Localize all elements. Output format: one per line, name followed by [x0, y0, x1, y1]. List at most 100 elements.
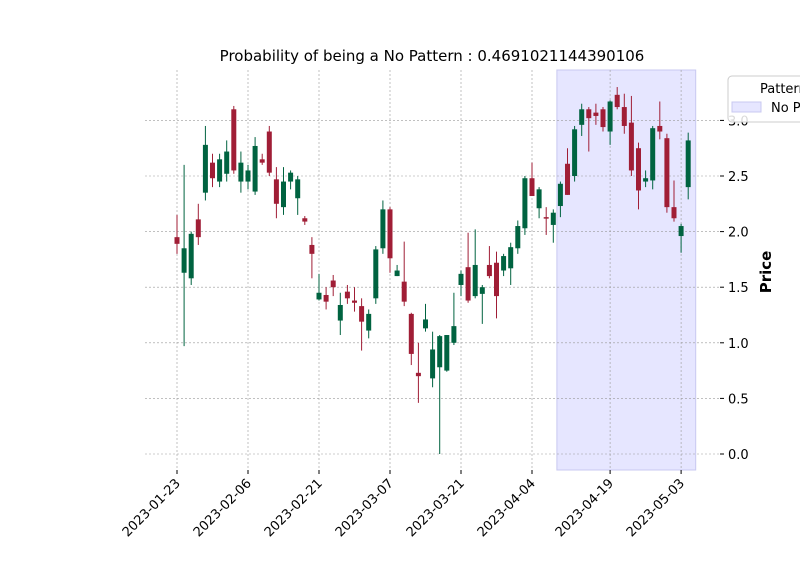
candle-body-up [459, 274, 464, 285]
candle-body-down [586, 109, 591, 118]
candle-body-down [672, 207, 677, 218]
candle-body-up [579, 109, 584, 125]
candle [551, 209, 556, 242]
candle-body-down [530, 178, 535, 196]
y-tick-label: 2.0 [728, 226, 749, 241]
candle [366, 309, 371, 338]
candle-body-up [522, 178, 527, 228]
candle-body-down [544, 217, 549, 219]
candle-body-down [409, 314, 414, 354]
candle-body-down [494, 263, 499, 296]
chart-title: Probability of being a No Pattern : 0.46… [220, 47, 645, 65]
x-tick-label: 2023-02-06 [191, 476, 255, 540]
candle-body-down [657, 126, 662, 132]
x-tick-label: 2023-02-21 [262, 476, 326, 540]
candle-body-up [238, 163, 243, 182]
candle [444, 335, 449, 372]
candle-body-down [196, 219, 201, 237]
candle [572, 126, 577, 182]
candle-body-down [210, 163, 215, 179]
candle-body-down [402, 282, 407, 302]
candle [402, 242, 407, 306]
candle-body-down [416, 373, 421, 376]
candle-body-down [324, 295, 329, 302]
candle-body-up [558, 184, 563, 206]
candle-body-up [515, 226, 520, 248]
candle [664, 134, 669, 213]
candle [260, 154, 265, 165]
candle-body-up [451, 326, 456, 343]
candle [189, 232, 194, 285]
candle [388, 207, 393, 273]
candle [650, 126, 655, 189]
candle-body-up [473, 265, 478, 296]
candle-body-down [331, 281, 336, 288]
candle [196, 204, 201, 245]
candle [544, 207, 549, 235]
candle [537, 187, 542, 218]
no-pattern-highlight-region [557, 70, 696, 470]
candle [175, 215, 180, 254]
candle-body-up [203, 145, 208, 193]
candle [409, 313, 414, 365]
candle [530, 163, 535, 196]
legend-swatch [732, 102, 761, 112]
candle [508, 243, 513, 285]
legend-title: Pattern [760, 82, 800, 97]
candle [352, 287, 357, 311]
candle [324, 287, 329, 309]
x-tick-label: 2023-01-23 [120, 476, 184, 540]
candle [182, 165, 187, 346]
candle-body-up [444, 335, 449, 371]
candle-body-down [274, 179, 279, 203]
legend: Pattern No Pattern [728, 76, 800, 122]
candle [210, 154, 215, 187]
candle [522, 176, 527, 235]
candle [231, 106, 236, 174]
candle-body-down [629, 123, 634, 171]
x-tick-label: 2023-03-21 [404, 476, 468, 540]
candle-body-down [267, 132, 272, 173]
candle-body-up [480, 287, 485, 294]
candle-body-down [345, 292, 350, 299]
candle-body-down [260, 159, 265, 162]
candle-body-up [281, 182, 286, 208]
candle [494, 252, 499, 319]
candle-body-down [359, 306, 364, 322]
x-axis: 2023-01-23 2023-02-06 2023-02-21 2023-03-07… [120, 470, 688, 540]
candle-body-up [246, 170, 251, 181]
candle-body-up [189, 234, 194, 278]
x-tick-label: 2023-04-19 [553, 476, 617, 540]
candle [253, 137, 258, 195]
candle-body-up [395, 271, 400, 277]
candle-body-up [366, 314, 371, 331]
candle [288, 170, 293, 189]
candle [515, 220, 520, 253]
candle-body-down [302, 218, 307, 221]
candle [459, 271, 464, 297]
candle-body-down [565, 164, 570, 195]
candle-body-down [601, 109, 606, 127]
candle-body-down [309, 245, 314, 254]
candle-body-up [608, 101, 613, 131]
candle [437, 335, 442, 454]
candle-body-up [373, 249, 378, 298]
candle [267, 126, 272, 176]
x-tick-label: 2023-03-07 [333, 476, 397, 540]
y-axis-label: Price [757, 251, 775, 294]
candle [373, 246, 378, 304]
candle-body-up [679, 226, 684, 236]
candle-body-down [352, 301, 357, 303]
candle [238, 152, 243, 193]
candle-body-down [636, 148, 641, 190]
candle-body-down [487, 265, 492, 276]
candle [466, 233, 471, 303]
y-tick-label: 2.5 [728, 170, 749, 185]
candle-body-up [380, 209, 385, 248]
candle [217, 154, 222, 187]
candle [480, 285, 485, 324]
candle-body-up [508, 247, 513, 268]
candle [451, 293, 456, 345]
candle [395, 265, 400, 276]
